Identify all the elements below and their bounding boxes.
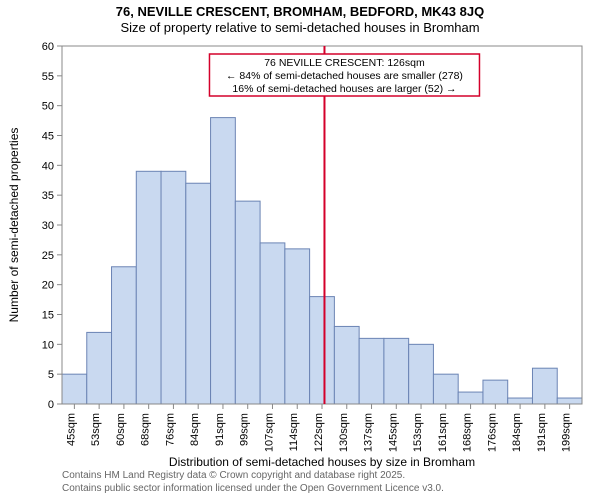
y-tick-label: 35 xyxy=(42,190,54,202)
histogram-bar xyxy=(260,243,285,404)
x-tick-label: 53sqm xyxy=(90,413,102,446)
chart-title-sub: Size of property relative to semi-detach… xyxy=(120,20,479,35)
x-tick-label: 60sqm xyxy=(115,413,127,446)
histogram-bar xyxy=(409,344,434,404)
x-tick-label: 130sqm xyxy=(338,413,350,452)
y-tick-label: 5 xyxy=(48,369,54,381)
x-tick-label: 176sqm xyxy=(486,413,498,452)
x-tick-label: 137sqm xyxy=(363,413,375,452)
footer-line1: Contains HM Land Registry data © Crown c… xyxy=(62,470,405,481)
x-tick-label: 114sqm xyxy=(288,413,300,451)
histogram-bar xyxy=(285,249,310,404)
y-tick-label: 30 xyxy=(42,220,54,232)
y-tick-label: 45 xyxy=(42,131,54,143)
annotation-line1: 76 NEVILLE CRESCENT: 126sqm xyxy=(264,57,425,69)
histogram-bar xyxy=(384,338,409,404)
x-tick-label: 161sqm xyxy=(437,413,449,452)
histogram-chart: 76, NEVILLE CRESCENT, BROMHAM, BEDFORD, … xyxy=(0,0,600,500)
histogram-bar xyxy=(211,118,236,404)
histogram-bar xyxy=(557,398,582,404)
footer-line2: Contains public sector information licen… xyxy=(62,483,444,494)
y-tick-label: 10 xyxy=(42,339,54,351)
y-tick-label: 50 xyxy=(42,101,54,113)
x-tick-label: 145sqm xyxy=(387,413,399,452)
y-tick-label: 15 xyxy=(42,310,54,322)
y-tick-label: 55 xyxy=(42,71,54,83)
x-tick-label: 184sqm xyxy=(511,413,523,452)
x-tick-label: 68sqm xyxy=(140,413,152,446)
histogram-bar xyxy=(112,267,137,404)
histogram-bar xyxy=(508,398,533,404)
chart-title-address: 76, NEVILLE CRESCENT, BROMHAM, BEDFORD, … xyxy=(116,4,484,19)
histogram-bar xyxy=(532,368,557,404)
y-tick-label: 25 xyxy=(42,250,54,262)
y-tick-label: 40 xyxy=(42,160,54,172)
histogram-bar xyxy=(433,374,458,404)
histogram-bar xyxy=(136,171,161,404)
y-tick-label: 0 xyxy=(48,399,54,411)
y-axis-label: Number of semi-detached properties xyxy=(7,128,21,323)
annotation-line3: 16% of semi-detached houses are larger (… xyxy=(232,83,456,95)
x-tick-label: 199sqm xyxy=(561,413,573,452)
x-tick-label: 84sqm xyxy=(189,413,201,446)
histogram-bar xyxy=(235,201,260,404)
x-tick-label: 76sqm xyxy=(164,413,176,446)
histogram-bar xyxy=(334,326,359,404)
x-tick-label: 122sqm xyxy=(313,413,325,452)
x-tick-label: 45sqm xyxy=(65,413,77,446)
histogram-bar xyxy=(161,171,186,404)
x-tick-label: 99sqm xyxy=(239,413,251,446)
y-tick-label: 60 xyxy=(42,41,54,53)
x-tick-label: 107sqm xyxy=(263,413,275,452)
x-tick-label: 168sqm xyxy=(462,413,474,452)
histogram-bar xyxy=(458,392,483,404)
histogram-bar xyxy=(483,380,508,404)
x-axis-label: Distribution of semi-detached houses by … xyxy=(169,455,475,469)
x-tick-label: 191sqm xyxy=(536,413,548,452)
annotation-line2: ← 84% of semi-detached houses are smalle… xyxy=(226,70,463,82)
histogram-bar xyxy=(186,183,211,404)
histogram-bar xyxy=(87,332,112,404)
histogram-bar xyxy=(62,374,87,404)
histogram-bar xyxy=(310,297,335,404)
histogram-bar xyxy=(359,338,384,404)
y-tick-label: 20 xyxy=(42,280,54,292)
x-tick-label: 153sqm xyxy=(412,413,424,452)
x-tick-label: 91sqm xyxy=(214,413,226,446)
